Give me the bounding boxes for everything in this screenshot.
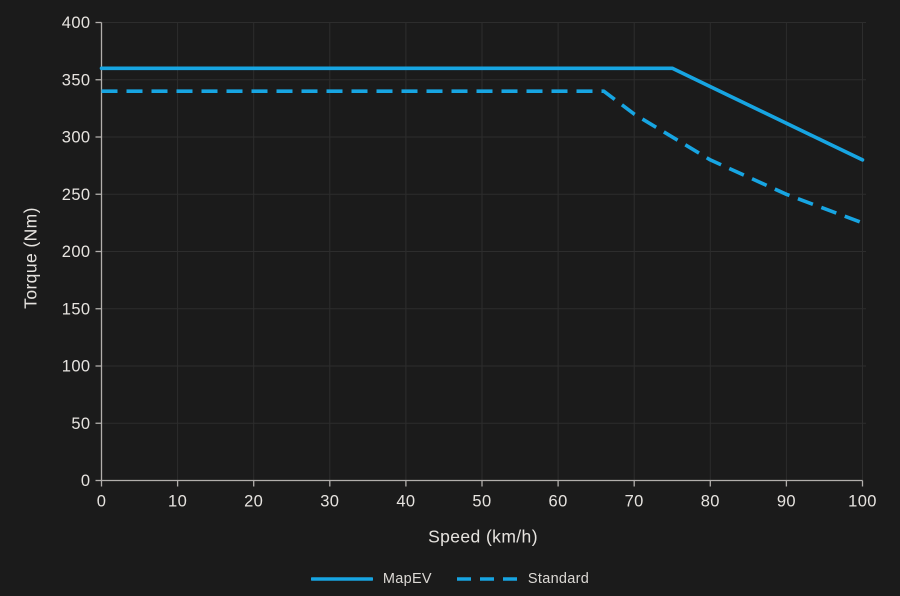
y-tick-label: 150	[62, 300, 91, 318]
x-tick-label: 30	[320, 493, 339, 511]
y-tick-label: 0	[81, 472, 91, 490]
x-tick-label: 80	[701, 493, 720, 511]
x-tick-label: 20	[244, 493, 263, 511]
x-tick-label: 10	[168, 493, 187, 511]
y-tick-label: 250	[62, 186, 91, 204]
y-tick-label: 400	[62, 14, 91, 32]
chart-legend: MapEV Standard	[0, 571, 900, 587]
solid-line-swatch	[310, 577, 373, 581]
x-tick-label: 60	[549, 493, 568, 511]
x-tick-label: 70	[625, 493, 644, 511]
x-tick-label: 0	[97, 493, 107, 511]
y-tick-label: 50	[71, 415, 90, 433]
legend-item-standard[interactable]: Standard	[456, 571, 589, 587]
x-tick-label: 100	[848, 493, 877, 511]
dashed-line-swatch	[456, 577, 517, 581]
series-line-mapev	[99, 66, 865, 162]
legend-label-standard: Standard	[527, 571, 590, 587]
x-axis-title: Speed (km/h)	[428, 526, 538, 547]
x-tick-label: 50	[472, 493, 491, 511]
y-tick-label: 100	[62, 358, 91, 376]
y-tick-label: 300	[62, 129, 91, 147]
legend-label-mapev: MapEV	[382, 571, 432, 587]
series-line-standard	[101, 89, 864, 225]
y-axis-title: Torque (Nm)	[20, 207, 41, 309]
x-tick-label: 90	[777, 493, 796, 511]
x-tick-label: 40	[396, 493, 415, 511]
legend-item-mapev[interactable]: MapEV	[310, 571, 432, 587]
y-tick-label: 200	[62, 243, 91, 261]
y-tick-label: 350	[62, 71, 91, 89]
